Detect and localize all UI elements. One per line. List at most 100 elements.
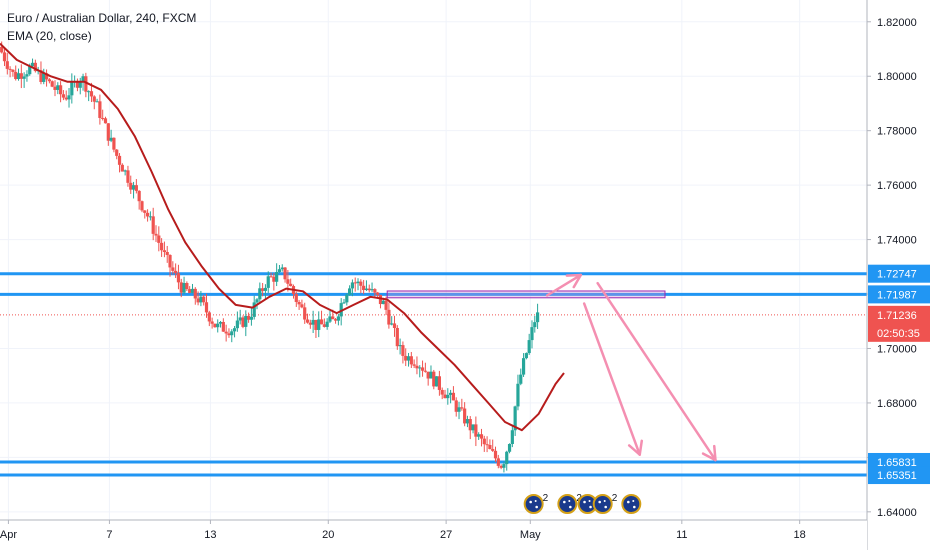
candle	[333, 317, 338, 324]
candle-body	[535, 312, 540, 323]
candle-body	[64, 97, 68, 100]
candle-body	[134, 185, 138, 191]
candle-body	[174, 270, 178, 274]
candle	[137, 190, 141, 210]
candle	[16, 68, 21, 81]
candle-body	[446, 394, 450, 399]
candle-body	[479, 434, 484, 439]
candle	[463, 402, 467, 427]
candle	[33, 59, 37, 73]
badge-bg	[868, 466, 930, 485]
candle-body	[401, 345, 405, 356]
badge-text: 1.72747	[877, 269, 917, 281]
candle-body	[398, 345, 402, 347]
candle-body	[8, 68, 12, 70]
candle-body	[294, 293, 298, 302]
candle-body	[314, 319, 318, 330]
candle	[325, 318, 329, 330]
candle-body	[171, 267, 175, 271]
candle-body	[227, 333, 231, 336]
candle-body	[434, 376, 439, 387]
candle	[103, 116, 108, 124]
candle-body	[224, 331, 228, 334]
candle	[429, 365, 433, 379]
candle-body	[269, 276, 273, 278]
candle-body	[56, 85, 60, 90]
candle-body	[157, 235, 161, 243]
candle-body	[188, 289, 192, 293]
y-tick-label: 1.68000	[877, 398, 917, 410]
candle	[493, 446, 498, 462]
candle-body	[53, 86, 57, 90]
candle-body	[0, 46, 4, 53]
arrow-down-short[interactable]	[582, 302, 644, 456]
candle	[11, 69, 15, 77]
candle	[370, 282, 374, 293]
candle	[535, 303, 540, 330]
arrow-shaft	[545, 273, 583, 297]
candle-body	[297, 301, 301, 305]
candle-body	[123, 170, 127, 172]
candle	[218, 320, 223, 328]
candle-body	[451, 392, 456, 401]
star-icon	[588, 500, 591, 502]
candle-body	[412, 364, 416, 366]
arrow-head	[565, 273, 583, 289]
candle-body	[485, 444, 489, 446]
arrow-shaft	[582, 302, 641, 456]
flag-icon	[523, 494, 544, 514]
x-tick-label: 18	[794, 529, 806, 541]
candle-body	[126, 170, 130, 183]
candle	[5, 52, 9, 75]
candle-body	[381, 300, 385, 305]
arrow-head	[701, 444, 717, 462]
candle-body	[213, 323, 217, 328]
event-au-5[interactable]	[621, 494, 642, 514]
candle-body	[384, 300, 388, 310]
arrow-down-long[interactable]	[596, 281, 717, 462]
y-tick-label: 1.80000	[877, 71, 917, 83]
event-au-4[interactable]: 2	[592, 493, 618, 514]
candle-body	[300, 304, 304, 308]
candle-body	[370, 289, 374, 291]
candle	[182, 276, 186, 295]
candle-body	[78, 81, 82, 88]
candle-body	[30, 62, 35, 67]
candle	[22, 72, 26, 88]
candle	[44, 69, 49, 87]
candle	[199, 290, 203, 307]
candle	[232, 325, 237, 338]
candle	[269, 272, 273, 278]
candle	[148, 211, 152, 221]
candle	[196, 291, 200, 306]
arrow-shaft	[596, 281, 717, 462]
candle-body	[101, 117, 105, 119]
candle	[527, 333, 531, 355]
badge-text: 1.71987	[877, 289, 917, 301]
arrow-up-to-resistance[interactable]	[545, 273, 583, 297]
candle	[348, 285, 352, 296]
candle	[479, 428, 484, 447]
candle	[387, 302, 391, 329]
candle-body	[185, 282, 189, 290]
event-au-1[interactable]: 2	[523, 493, 549, 514]
candle-body	[87, 91, 91, 93]
candle	[112, 137, 116, 153]
candle	[300, 299, 304, 309]
candle	[364, 280, 369, 292]
candle	[202, 294, 206, 306]
candle-body	[463, 408, 467, 424]
candle	[395, 325, 399, 350]
level-badge-resistance-upper: 1.72747	[868, 264, 930, 283]
star-icon	[563, 500, 566, 504]
candle-body	[272, 276, 276, 282]
candle	[50, 80, 54, 88]
resistance-zone-rect[interactable]	[386, 290, 666, 299]
candle	[392, 315, 397, 337]
candle-body	[333, 319, 338, 321]
star-icon	[534, 500, 537, 502]
candle-body	[255, 299, 259, 303]
